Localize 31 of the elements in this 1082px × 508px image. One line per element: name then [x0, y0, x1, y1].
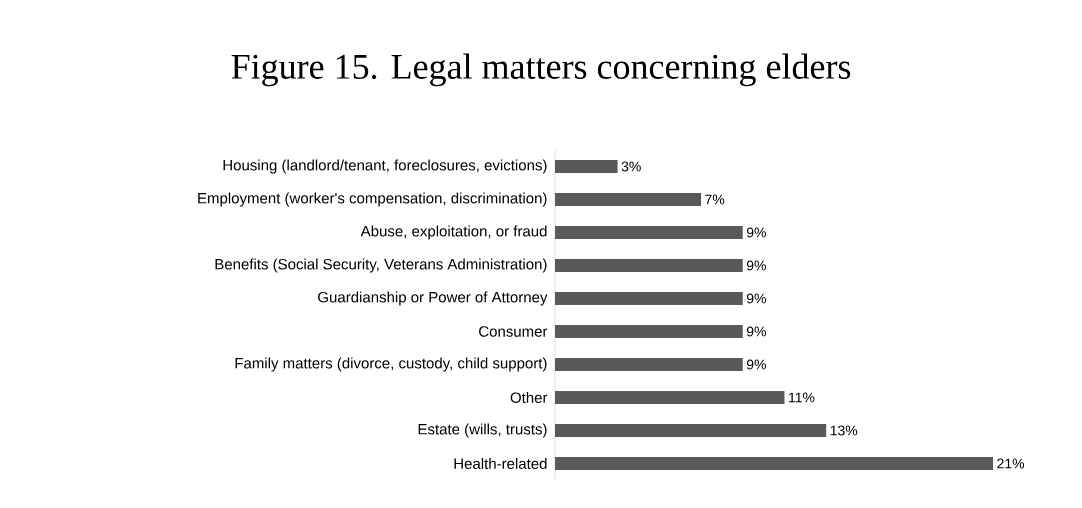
- y-tick-label: Guardianship or Power of Attorney: [318, 291, 548, 306]
- bar: [555, 291, 743, 305]
- data-label: 13%: [830, 425, 858, 436]
- data-label: 9%: [746, 260, 766, 271]
- bar: [555, 390, 785, 404]
- data-label: 11%: [789, 392, 815, 403]
- bar: [555, 225, 743, 239]
- data-label: 9%: [746, 227, 766, 238]
- y-tick-label: Abuse, exploitation, or fraud: [360, 225, 547, 240]
- data-label: 9%: [746, 293, 766, 304]
- y-tick-label: Estate (wills, trusts): [418, 423, 547, 438]
- data-label: 9%: [746, 359, 766, 370]
- y-tick-label: Health-related: [454, 457, 547, 469]
- data-label: 21%: [997, 458, 1025, 469]
- data-label: 9%: [746, 326, 766, 337]
- bar: [555, 423, 827, 437]
- bar: [555, 324, 743, 338]
- bar: [555, 258, 743, 272]
- y-tick-label: Benefits (Social Security, Veterans Administration): [215, 258, 547, 273]
- bar: [555, 192, 702, 206]
- data-label: 3%: [621, 161, 641, 172]
- bar: [555, 357, 743, 371]
- y-tick-label: Consumer: [479, 326, 548, 337]
- data-label: 7%: [705, 194, 725, 205]
- bar: [555, 456, 994, 470]
- y-tick-label: Other: [510, 391, 548, 403]
- y-tick-label: Family matters (divorce, custody, child support): [235, 357, 547, 372]
- chart-title: Figure 15. Legal matters concerning elders: [231, 53, 851, 87]
- y-tick-label: Housing (landlord/tenant, foreclosures, evictions): [223, 159, 547, 174]
- bar: [555, 159, 618, 173]
- y-tick-label: Employment (worker's compensation, discrimination): [198, 192, 547, 207]
